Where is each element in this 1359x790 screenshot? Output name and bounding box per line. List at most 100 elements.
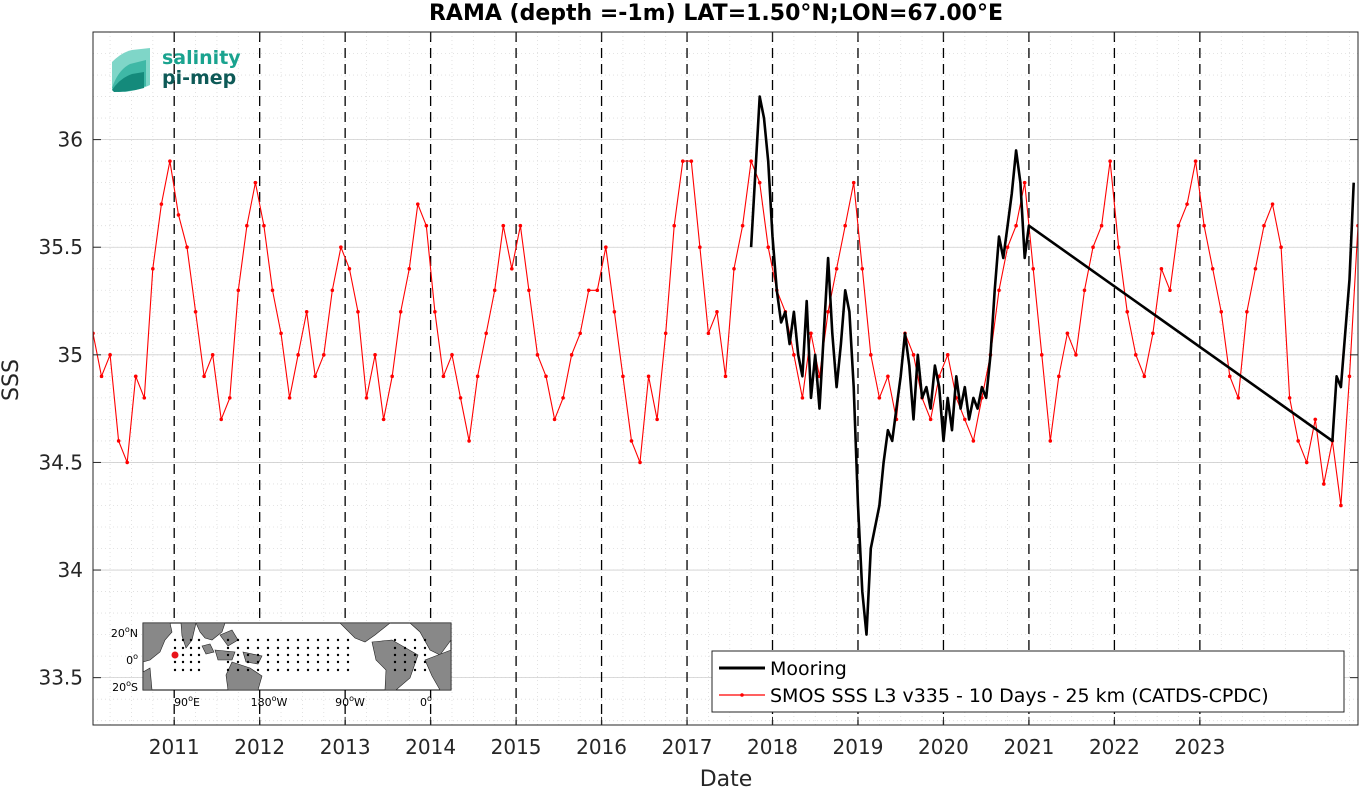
inset-mooring-dot [326,668,330,672]
inset-mooring-dot [326,660,330,664]
inset-mooring-dot [246,646,250,650]
inset-mooring-dot [286,660,290,664]
data-point [663,331,668,336]
data-point [715,309,719,314]
data-point [1210,266,1215,271]
data-point [398,309,403,314]
svg-text:0o: 0o [126,652,138,667]
x-tick-label: 2015 [491,735,542,759]
data-point [834,266,839,271]
inset-mooring-dot [286,638,290,642]
inset-mooring-dot [226,653,230,657]
data-point [458,396,463,400]
data-point [1091,245,1095,250]
inset-mooring-dot [189,653,193,657]
data-point [843,223,847,228]
data-point [629,439,634,443]
inset-mooring-dot [336,668,340,672]
x-tick-label: 2014 [405,735,456,759]
inset-mooring-dot [236,668,240,672]
data-point [108,353,112,357]
inset-mooring-dot [306,646,310,650]
inset-landmasses [142,622,452,691]
series-mooring [749,95,1355,636]
year-separator-lines [173,32,1201,725]
inset-mooring-dot [276,668,280,672]
x-axis-title: Date [700,767,753,790]
inset-lon-label-3: 90 [335,696,349,709]
data-point [1125,309,1130,314]
data-point [287,396,292,400]
data-point [945,353,950,357]
inset-mooring-dot [246,660,250,664]
inset-lat-label-2: 0 [126,654,133,667]
inset-mooring-dot [393,646,397,650]
inset-lat-labels: 20oN 0o 20oS [111,625,138,694]
data-point [125,460,129,465]
y-tick-labels: 33.5 34 34.5 35 35.5 36 [38,128,83,690]
inset-mooring-dot [413,646,417,650]
data-point [1202,223,1206,228]
data-point [279,331,283,336]
data-point [655,417,659,422]
data-point [262,223,266,228]
data-point [227,396,232,400]
inset-mooring-dot [296,660,300,664]
legend-label-mooring: Mooring [770,658,847,680]
data-point [1219,309,1224,314]
inset-mooring-dot [181,646,185,650]
inset-mooring-dot [236,653,240,657]
inset-mooring-dot [226,660,230,664]
inset-mooring-dot [423,653,427,657]
inset-mooring-dot [181,668,185,672]
inset-mooring-dot [413,660,417,664]
data-point [646,374,651,379]
data-point [1108,159,1112,163]
inset-lat-label-3: 20 [112,681,126,694]
x-tick-label: 2022 [1089,735,1140,759]
inset-mooring-dot [393,653,397,657]
inset-mooring-dot [326,646,330,650]
inset-mooring-dot [306,638,310,642]
data-point [886,374,890,379]
logo-line1: salinity [162,47,241,69]
inset-mooring-dot [246,638,250,642]
inset-mooring-dot [423,668,427,672]
data-point [851,180,856,185]
data-point [535,353,540,357]
y-tick-label: 35 [58,343,83,367]
inset-mooring-dot [316,646,320,650]
data-point [877,396,882,400]
inset-mooring-dot [226,668,230,672]
inset-mooring-dot [296,653,300,657]
data-point [185,245,189,250]
y-tick-label: 34.5 [38,450,83,474]
inset-mooring-dot [393,660,397,664]
data-point [1270,202,1275,206]
x-tick-label: 2023 [1174,735,1225,759]
y-tick-label: 36 [58,128,83,152]
inset-mooring-dot [189,638,193,642]
data-point [595,288,600,293]
legend-box [711,650,1345,713]
data-point [561,396,565,400]
inset-mooring-dot [346,668,350,672]
data-point [928,417,933,422]
inset-mooring-dot [173,668,177,672]
inset-mooring-dot [236,638,240,642]
x-tick-label: 2019 [833,735,884,759]
inset-mooring-dot [336,660,340,664]
inset-mooring-dot [197,638,201,642]
data-point [133,374,138,379]
x-tick-labels: 2011 2012 2013 2014 2015 2016 2017 2018 2019 2020… [149,735,1226,759]
inset-mooring-dot [286,653,290,657]
data-point [1099,223,1104,228]
data-point [390,374,394,379]
data-point [347,266,352,271]
data-point [544,374,548,379]
data-point [997,288,1001,293]
data-point [1313,417,1318,422]
inset-mooring-dot [296,668,300,672]
inset-mooring-dot [266,668,270,672]
inset-mooring-dot [316,653,320,657]
